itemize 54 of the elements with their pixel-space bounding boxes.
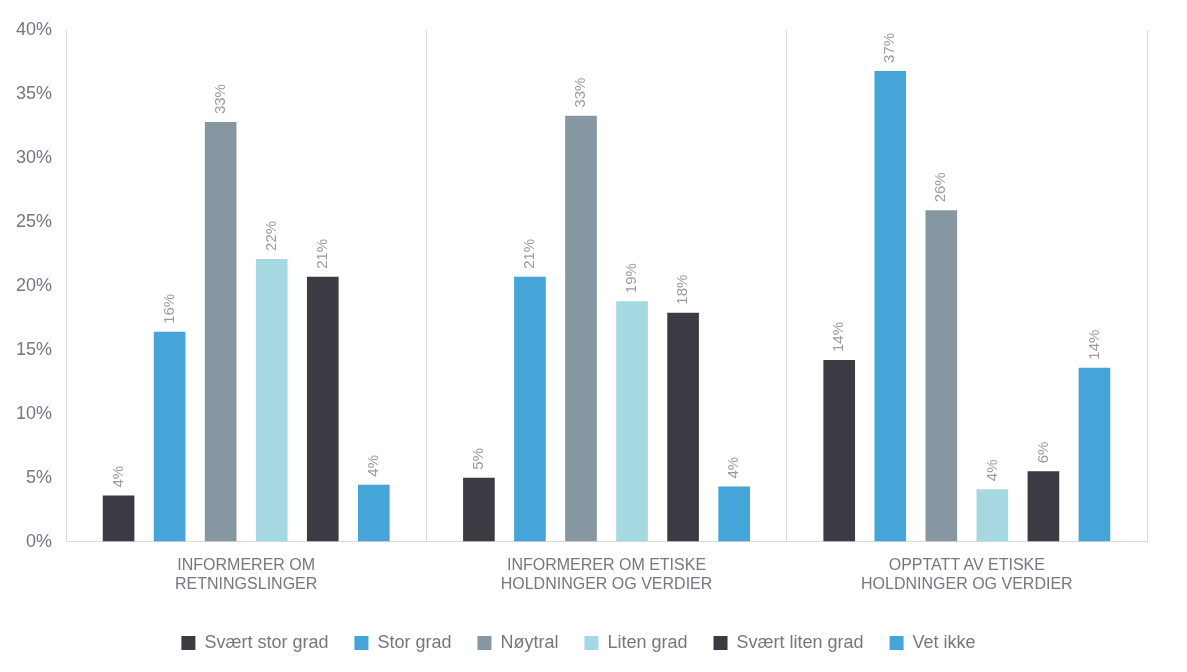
bar [153,331,186,542]
bar [823,359,856,542]
data-label: 21% [520,238,538,269]
bar [874,70,907,542]
bar [718,486,750,542]
data-label: 4% [982,459,1000,482]
bar [925,210,958,542]
y-tick-label: 40% [16,18,53,39]
bar [514,276,546,542]
y-tick-label: 10% [16,402,53,423]
data-label: 14% [1084,329,1102,360]
x-tick-label: INFORMERER OM ETISKE HOLDNINGER OG VERDIER [500,555,713,592]
y-tick-label: 20% [16,274,53,295]
bar [102,495,135,542]
data-label: 14% [829,321,847,352]
bar [976,489,1009,542]
bar [667,312,699,542]
data-label: 26% [931,172,949,203]
data-label: 4% [724,456,742,479]
bar [565,115,597,542]
bar [204,122,237,542]
x-tick-label: OPPTATT AV ETISKE HOLDNINGER OG VERDIER [861,555,1073,592]
y-tick-label: 15% [16,338,53,359]
data-label: 4% [363,455,381,477]
y-tick-label: 35% [16,82,53,103]
data-label: 33% [210,84,228,115]
bar [463,477,495,542]
y-tick-label: 30% [16,146,53,167]
bar [357,484,390,542]
bar [255,258,288,542]
data-label: 5% [469,447,487,470]
data-label: 16% [159,293,177,324]
y-tick-label: 0% [26,530,53,551]
data-label: 37% [880,32,898,63]
legend-label: Vet ikke [912,631,976,652]
legend-label: Svært liten grad [736,631,864,652]
bar [1078,367,1111,542]
legend-label: Stor grad [377,631,452,652]
x-tick-label: INFORMERER OM RETNINGSLINGER [175,555,318,592]
y-tick-label: 5% [26,466,53,487]
legend-label: Nøytral [500,631,559,652]
y-tick-label: 25% [16,210,53,231]
data-label: 19% [622,263,640,294]
data-label: 21% [312,238,330,269]
bar [616,301,648,542]
data-label: 6% [1033,441,1051,464]
data-label: 33% [571,77,589,108]
data-label: 4% [108,465,126,488]
data-label: 22% [261,220,279,251]
bar [1027,471,1060,542]
data-label: 18% [673,274,691,305]
legend-label: Liten grad [607,631,688,652]
legend-label: Svært stor grad [204,631,329,652]
bar [306,276,339,542]
